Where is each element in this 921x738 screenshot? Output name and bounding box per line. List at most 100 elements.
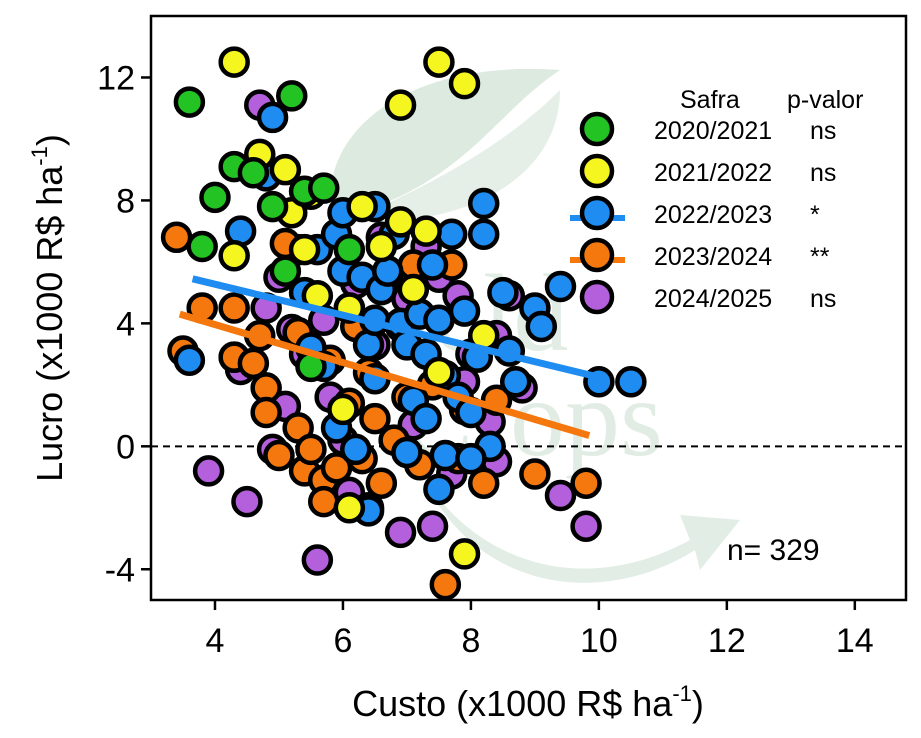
x-tick-label: 4 (206, 622, 225, 660)
data-point (410, 215, 442, 247)
data-point (615, 366, 647, 398)
legend-marker (579, 153, 615, 189)
data-point (365, 467, 398, 499)
watermark-swoosh (420, 470, 740, 583)
sample-size-annotation: n= 329 (727, 534, 820, 567)
data-point (519, 458, 551, 490)
data-point (499, 366, 532, 398)
data-point (429, 568, 462, 601)
data-point (423, 356, 455, 389)
x-axis-title-main: Custo (x1000 R$ ha (352, 683, 673, 724)
data-point (467, 187, 500, 220)
y-tick-label: 12 (97, 59, 135, 97)
data-point (288, 233, 321, 266)
data-point (218, 239, 250, 272)
x-axis-title: Custo (x1000 R$ ha-1) (352, 681, 704, 724)
data-point (384, 89, 417, 121)
data-point (359, 402, 391, 435)
legend-series-label: 2022/2023 (654, 201, 772, 229)
data-point (467, 467, 500, 499)
data-point (269, 255, 302, 287)
data-point (256, 101, 289, 134)
plot-frame (149, 14, 908, 602)
y-axis-title-end: ) (29, 134, 70, 146)
data-point (173, 86, 206, 118)
y-axis-ticks: -4 0 4 8 12 (97, 59, 151, 589)
data-point (327, 393, 359, 426)
data-point (391, 436, 423, 469)
data-point (410, 402, 442, 435)
legend-series-label: 2024/2025 (654, 285, 772, 313)
legend-pvalue: * (810, 201, 820, 229)
watermark-leaf-lower (350, 90, 560, 222)
data-point (448, 295, 481, 327)
data-point (269, 153, 302, 186)
data-point (384, 206, 417, 238)
data-point (301, 544, 334, 576)
data-point (237, 347, 270, 380)
data-point (339, 433, 372, 466)
data-point (423, 473, 455, 506)
data-point (487, 276, 519, 309)
data-point (397, 273, 430, 306)
data-point (333, 233, 366, 266)
regression-lines (178, 275, 594, 439)
data-point (250, 396, 282, 429)
data-point (295, 433, 327, 466)
data-point (448, 67, 481, 100)
x-tick-label: 14 (836, 622, 874, 660)
y-tick-label: 0 (116, 428, 135, 466)
data-point (237, 157, 270, 189)
x-axis-title-sup: -1 (672, 681, 692, 706)
watermark-leaf-upper (330, 68, 560, 205)
data-point (333, 492, 366, 524)
x-tick-label: 8 (461, 622, 480, 660)
legend-marker (579, 111, 615, 147)
data-point (544, 270, 577, 303)
x-tick-label: 10 (580, 622, 618, 660)
data-point (467, 218, 500, 250)
data-point (199, 181, 231, 214)
data-point (384, 516, 417, 549)
legend-header-series: Safra (680, 86, 740, 114)
data-point (256, 190, 289, 223)
regression-line (178, 310, 591, 439)
data-point (192, 455, 225, 487)
data-points (160, 46, 647, 601)
data-point (544, 479, 577, 512)
legend-series-label: 2021/2022 (654, 159, 772, 187)
y-tick-label: 4 (116, 305, 135, 343)
data-point (525, 310, 558, 343)
y-tick-label: -4 (105, 551, 135, 589)
x-tick-label: 12 (708, 622, 746, 660)
legend-pvalue: ns (810, 285, 836, 313)
data-point (160, 221, 193, 254)
data-point (218, 46, 250, 78)
data-point (346, 190, 378, 223)
legend-series-label: 2023/2024 (654, 243, 772, 271)
x-axis-title-end: ) (692, 683, 704, 724)
data-point (435, 218, 468, 250)
legend-marker (579, 279, 615, 315)
data-point (570, 510, 602, 542)
legend-pvalue: ns (810, 117, 836, 145)
data-point (186, 230, 218, 263)
x-axis-ticks: 4 6 8 10 12 14 (206, 600, 874, 660)
y-axis-title-main: Lucro (x1000 R$ ha (29, 165, 70, 482)
data-point (218, 292, 250, 324)
legend-pvalue: ** (810, 243, 830, 271)
legend-series-label: 2020/2021 (654, 117, 772, 145)
data-point (570, 467, 602, 499)
data-point (276, 80, 308, 112)
y-axis-title-sup: -1 (27, 146, 52, 166)
legend: Safra p-valor 2020/2021 ns 2021/2022 ns 2022/2… (570, 86, 863, 315)
legend-pvalue: ns (810, 159, 836, 187)
legend-marker (579, 237, 615, 273)
legend-header-pvalue: p-valor (787, 86, 863, 114)
data-point (423, 304, 455, 337)
data-point (429, 439, 462, 472)
legend-marker (579, 195, 615, 231)
data-point (173, 344, 206, 377)
